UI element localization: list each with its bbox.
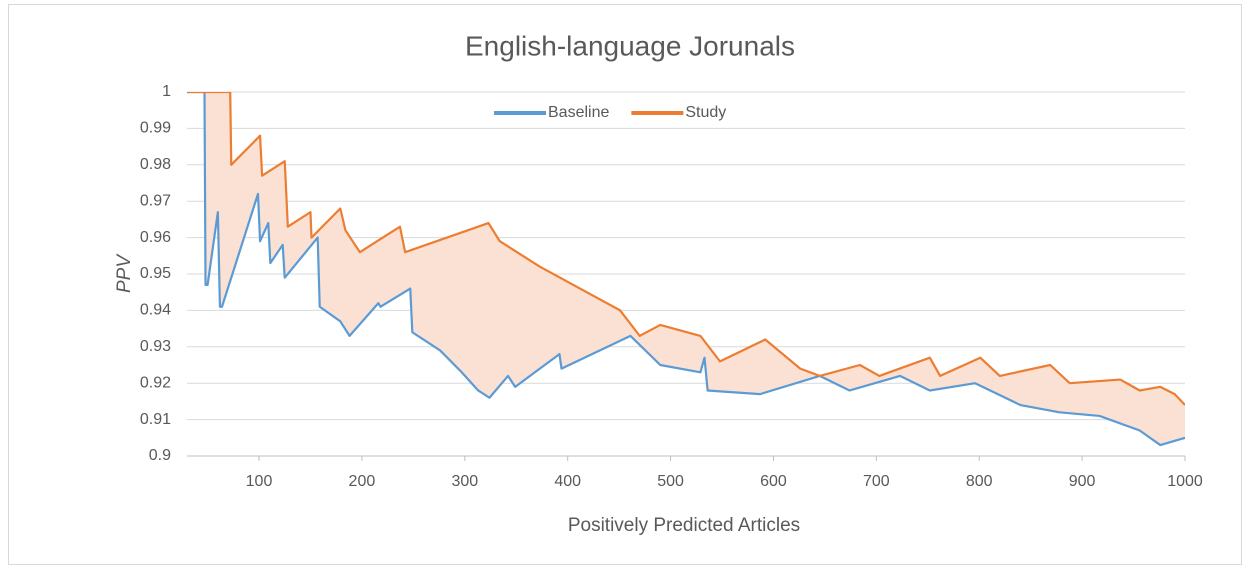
x-tick-label: 200 xyxy=(349,473,376,490)
x-tick-label: 800 xyxy=(966,473,993,490)
y-tick-label: 0.93 xyxy=(140,338,171,355)
y-tick-label: 0.91 xyxy=(140,411,171,428)
y-axis-title: PPV xyxy=(114,253,135,293)
x-tick-label: 300 xyxy=(451,473,478,490)
legend-label: Study xyxy=(685,104,726,121)
y-tick-label: 0.97 xyxy=(140,192,171,209)
x-tick-label: 1000 xyxy=(1167,473,1203,490)
chart-frame xyxy=(8,4,1242,565)
fill-between xyxy=(187,92,1185,446)
x-tick-label: 100 xyxy=(246,473,273,490)
x-tick-label: 600 xyxy=(760,473,787,490)
series-line xyxy=(187,92,1185,406)
x-tick-label: 400 xyxy=(554,473,581,490)
x-tick-label: 900 xyxy=(1069,473,1096,490)
legend-label: Baseline xyxy=(548,104,609,121)
x-tick-label: 500 xyxy=(657,473,684,490)
x-axis-title: Positively Predicted Articles xyxy=(568,515,800,536)
y-tick-label: 0.95 xyxy=(140,265,171,282)
y-tick-label: 0.96 xyxy=(140,229,171,246)
y-tick-label: 0.98 xyxy=(140,156,171,173)
chart-title: English-language Jorunals xyxy=(465,30,795,61)
plot xyxy=(187,92,1185,447)
y-tick-label: 0.9 xyxy=(149,447,171,464)
y-tick-label: 0.99 xyxy=(140,120,171,137)
x-tick-label: 700 xyxy=(863,473,890,490)
y-tick-label: 0.94 xyxy=(140,302,171,319)
y-tick-label: 1 xyxy=(162,83,171,100)
y-tick-label: 0.92 xyxy=(140,374,171,391)
series-line xyxy=(187,92,1185,447)
